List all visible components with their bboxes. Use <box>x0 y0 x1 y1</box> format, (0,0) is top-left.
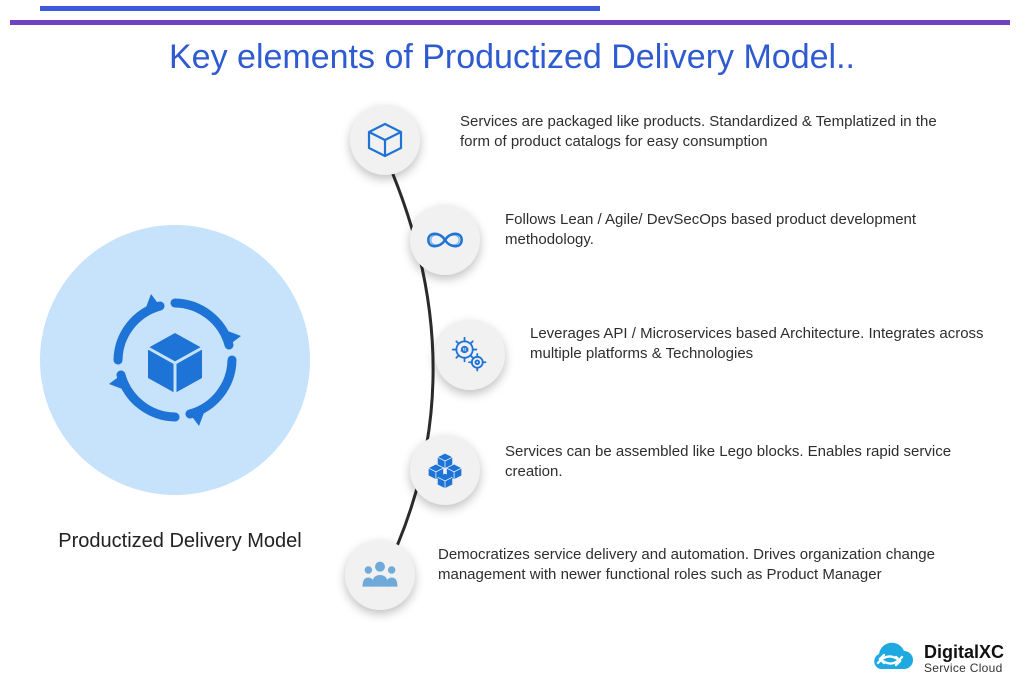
node-blocks <box>410 435 480 505</box>
logo-brand: DigitalXC <box>924 643 1004 662</box>
cycle-box-icon <box>100 285 250 435</box>
blocks-icon <box>425 450 465 490</box>
page-title: Key elements of Productized Delivery Mod… <box>0 38 1024 77</box>
desc-blocks: Services can be assembled like Lego bloc… <box>505 442 1005 483</box>
central-circle <box>40 225 310 495</box>
people-icon <box>360 555 400 595</box>
cloud-icon <box>864 641 916 677</box>
desc-packaged: Services are packaged like products. Sta… <box>460 112 960 153</box>
brand-logo: DigitalXC Service Cloud <box>864 641 1004 677</box>
api-gears-icon: API <box>450 335 490 375</box>
central-label: Productized Delivery Model <box>40 530 320 553</box>
accent-bar-top <box>40 6 600 11</box>
node-api: API <box>435 320 505 390</box>
node-packaged <box>350 105 420 175</box>
node-people <box>345 540 415 610</box>
accent-bar-bottom <box>10 20 1010 25</box>
node-devops <box>410 205 480 275</box>
desc-api: Leverages API / Microservices based Arch… <box>530 324 1024 365</box>
desc-people: Democratizes service delivery and automa… <box>438 545 978 586</box>
infinity-icon <box>425 220 465 260</box>
svg-text:API: API <box>460 347 469 353</box>
box-icon <box>365 120 405 160</box>
logo-subtitle: Service Cloud <box>924 662 1004 675</box>
desc-devops: Follows Lean / Agile/ DevSecOps based pr… <box>505 210 1005 251</box>
